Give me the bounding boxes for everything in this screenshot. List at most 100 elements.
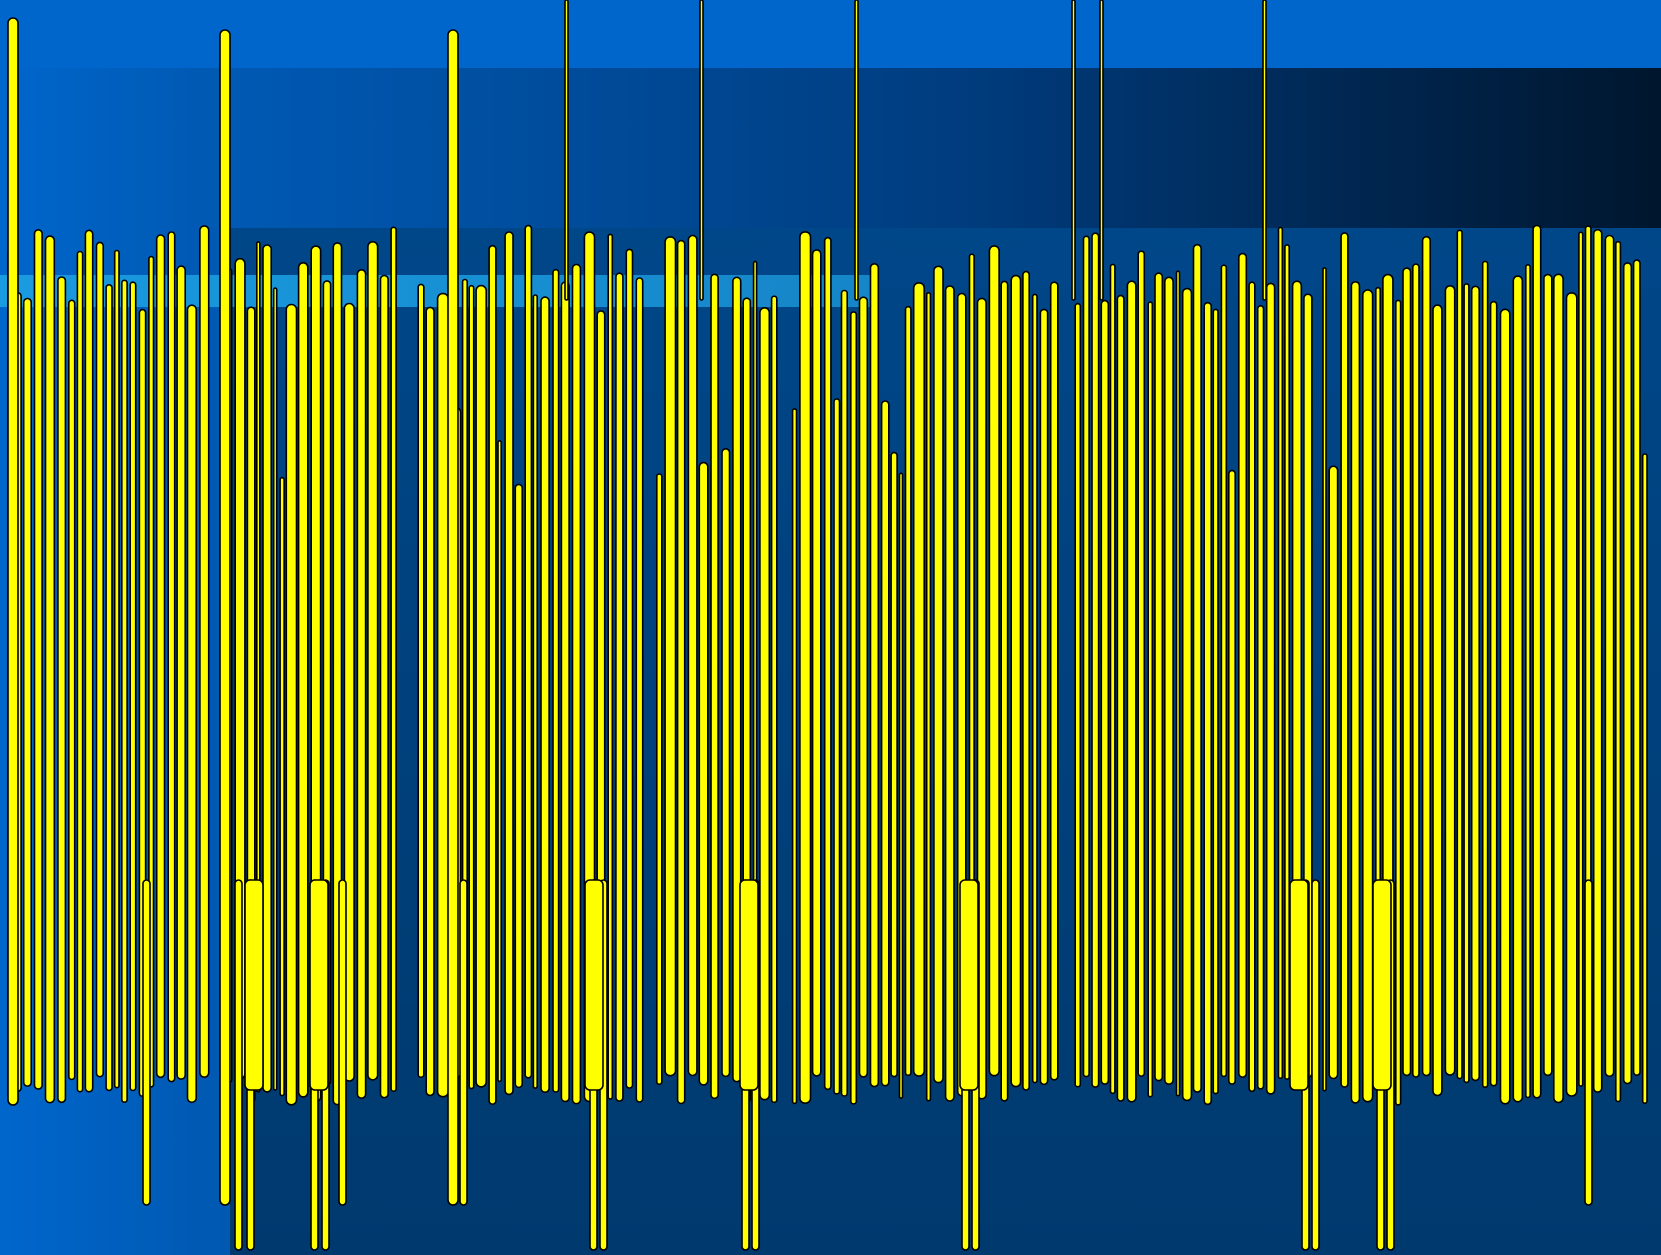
glyph-stroke (770, 295, 778, 1104)
glyph-stroke (564, 0, 569, 301)
glyph-stroke (186, 304, 197, 1104)
glyph-stroke (890, 451, 898, 1078)
glyph-stroke (1147, 301, 1154, 1098)
glyph-stroke (1262, 0, 1267, 301)
glyph-stroke (1022, 270, 1031, 1091)
glyph-stroke (475, 284, 488, 1088)
glyph-stroke (699, 0, 704, 301)
glyph-stroke (1604, 234, 1615, 1078)
glyph-stroke (1031, 293, 1038, 1084)
glyph-stroke (105, 283, 113, 1092)
glyph-stroke (655, 473, 663, 1086)
glyph-stroke (44, 235, 56, 1104)
glyph-stroke (155, 234, 166, 1079)
glyph-stroke (436, 292, 450, 1098)
glyph-stroke (1049, 281, 1059, 1081)
glyph-stroke (584, 879, 604, 1091)
glyph-stroke (199, 225, 210, 1078)
glyph-stroke (912, 282, 926, 1077)
glyph-stroke (1481, 260, 1489, 1088)
glyph-stroke (1126, 280, 1137, 1103)
glyph-stroke (1350, 280, 1361, 1104)
accent-band (0, 275, 870, 307)
glyph-stroke (571, 263, 582, 1105)
glyph-stroke (635, 277, 644, 1103)
glyph-stroke (552, 268, 560, 1093)
glyph-stroke (309, 879, 329, 1091)
glyph-stroke (1137, 250, 1146, 1077)
glyph-stroke (1238, 252, 1248, 1078)
glyph-stroke (1220, 264, 1228, 1078)
glyph-stroke (759, 306, 771, 1101)
glyph-stroke (664, 236, 677, 1077)
glyph-stroke (84, 229, 94, 1093)
glyph-stroke (1071, 0, 1076, 301)
glyph-stroke (1553, 273, 1564, 1104)
glyph-stroke (1543, 273, 1553, 1077)
glyph-stroke (1470, 285, 1480, 1082)
glyph-stroke (1632, 259, 1641, 1076)
glyph-stroke (234, 879, 243, 1251)
glyph-stroke (625, 248, 634, 1089)
glyph-stroke (7, 17, 19, 1106)
glyph-stroke (858, 296, 869, 1078)
glyph-stroke (121, 279, 128, 1104)
glyph-stroke (898, 472, 904, 1099)
glyph-stroke (1175, 270, 1181, 1097)
glyph-stroke (1444, 284, 1456, 1076)
glyph-stroke (959, 879, 979, 1091)
glyph-stroke (262, 244, 272, 1093)
glyph-stroke (833, 398, 841, 1095)
glyph-stroke (142, 879, 151, 1206)
glyph-stroke (1322, 267, 1327, 1092)
glyph-stroke (904, 305, 912, 1077)
glyph-stroke (22, 297, 33, 1088)
glyph-stroke (869, 262, 880, 1088)
glyph-stroke (129, 281, 137, 1092)
glyph-stroke (1082, 235, 1090, 1078)
glyph-stroke (1265, 282, 1276, 1095)
glyph-stroke (710, 273, 719, 1100)
glyph-stroke (1421, 235, 1431, 1077)
glyph-stroke (1532, 224, 1542, 1099)
glyph-stroke (379, 274, 389, 1099)
glyph-stroke (1456, 229, 1463, 1080)
glyph-stroke (1499, 308, 1511, 1105)
glyph-stroke (823, 236, 832, 1091)
glyph-stroke (1311, 879, 1320, 1251)
glyph-stroke (721, 447, 731, 1078)
glyph-stroke (1284, 244, 1291, 1080)
glyph-stroke (488, 244, 497, 1105)
glyph-stroke (68, 299, 76, 1081)
glyph-stroke (1615, 240, 1622, 1103)
glyph-stroke (244, 879, 264, 1091)
glyph-stroke (1512, 275, 1524, 1103)
glyph-stroke (343, 302, 355, 1082)
glyph-stroke (468, 284, 475, 1090)
glyph-stroke (1565, 292, 1578, 1097)
glyph-stroke (1584, 879, 1593, 1206)
header-gradient (230, 68, 1661, 228)
glyph-stroke (676, 239, 686, 1105)
glyph-stroke (447, 29, 459, 1206)
glyph-stroke (854, 0, 859, 301)
glyph-stroke (514, 483, 523, 1089)
glyph-stroke (1641, 453, 1648, 1105)
glyph-stroke (615, 272, 624, 1102)
glyph-stroke (1000, 280, 1009, 1102)
glyph-stroke (57, 276, 67, 1104)
glyph-stroke (1525, 263, 1531, 1099)
glyph-stroke (880, 400, 890, 1087)
glyph-stroke (1039, 308, 1049, 1086)
glyph-stroke (524, 224, 533, 1079)
glyph-stroke (167, 231, 176, 1083)
glyph-stroke (1432, 304, 1443, 1097)
glyph-stroke (698, 461, 709, 1086)
glyph-stroke (356, 268, 367, 1100)
glyph-stroke (497, 439, 503, 1083)
top-band (0, 0, 1661, 70)
glyph-stroke (1340, 232, 1349, 1088)
glyph-stroke (425, 306, 435, 1097)
